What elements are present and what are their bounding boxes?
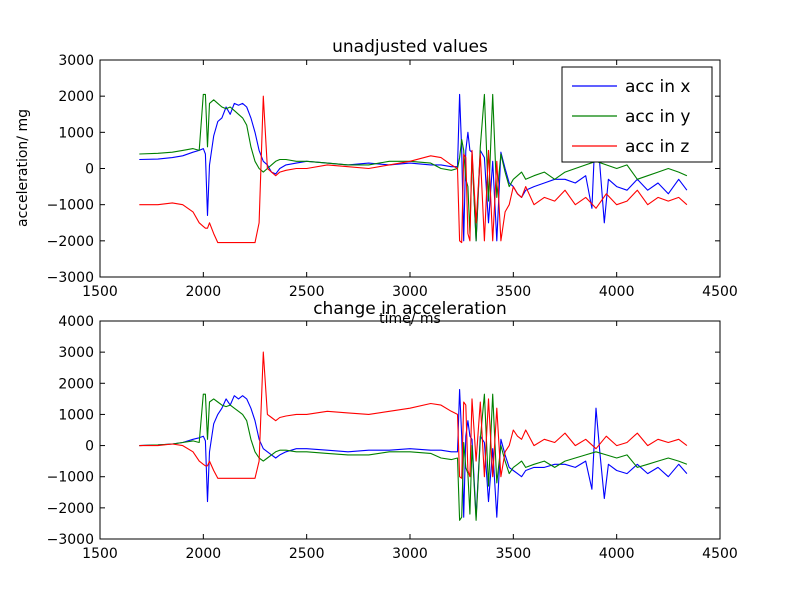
top-chart-y-tick-label: −3000 <box>47 270 94 286</box>
legend-label-x: acc in x <box>625 77 690 97</box>
bottom-chart-x-tick-label: 4000 <box>599 546 635 562</box>
top-chart-y-tick-label: 3000 <box>58 53 94 69</box>
top-chart-y-tick-label: 0 <box>85 162 94 178</box>
top-chart-y-tick-label: −1000 <box>47 198 94 214</box>
top-chart-x-tick-label: 1500 <box>82 284 118 300</box>
bottom-chart-y-tick-label: 1000 <box>58 407 94 423</box>
bottom-chart-series-acc-z-line <box>139 351 688 479</box>
bottom-chart-y-tick-label: 0 <box>85 439 94 455</box>
top-chart-ticks: 1500 2000 2500 3000 3500 4000 4500 −3000 −2000 −1… <box>47 53 738 300</box>
bottom-chart-x-tick-label: 4500 <box>702 546 738 562</box>
top-chart-x-axis-label: time/ ms <box>379 311 441 327</box>
top-chart-x-tick-label: 2500 <box>289 284 325 300</box>
bottom-chart-y-tick-label: −2000 <box>47 501 94 517</box>
top-chart-series-acc-z-line <box>139 95 688 244</box>
bottom-chart-title: change in acceleration <box>313 299 507 319</box>
bottom-chart: 1500 2000 2500 3000 3500 4000 4500 −3000 −2000 −1… <box>47 299 738 562</box>
top-chart-x-tick-label: 4000 <box>599 284 635 300</box>
legend-label-y: acc in y <box>625 107 690 127</box>
top-chart-x-tick-label: 3000 <box>392 284 428 300</box>
top-chart-y-axis-label: acceleration/ mg <box>15 109 31 227</box>
top-chart-series-acc-y-line <box>139 93 688 242</box>
top-chart-series <box>139 93 688 244</box>
top-chart-x-tick-label: 3500 <box>496 284 532 300</box>
bottom-chart-y-tick-label: −3000 <box>47 532 94 548</box>
bottom-chart-x-tick-label: 2500 <box>289 546 325 562</box>
bottom-chart-series-acc-y-line <box>139 393 688 521</box>
top-chart-y-tick-label: 2000 <box>58 89 94 105</box>
top-chart-x-tick-label: 2000 <box>186 284 222 300</box>
bottom-chart-x-tick-label: 1500 <box>82 546 118 562</box>
bottom-chart-x-tick-label: 3000 <box>392 546 428 562</box>
top-chart-y-tick-label: −2000 <box>47 234 94 250</box>
bottom-chart-series <box>139 351 688 521</box>
bottom-chart-series-acc-x-line <box>139 388 688 518</box>
bottom-chart-y-tick-label: 3000 <box>58 345 94 361</box>
top-chart-title: unadjusted values <box>332 37 488 57</box>
top-chart-y-tick-label: 1000 <box>58 125 94 141</box>
top-chart-legend: acc in x acc in y acc in z <box>561 66 713 163</box>
bottom-chart-y-tick-label: 2000 <box>58 376 94 392</box>
bottom-chart-y-tick-label: 4000 <box>58 314 94 330</box>
top-chart-x-tick-label: 4500 <box>702 284 738 300</box>
bottom-chart-x-tick-label: 3500 <box>496 546 532 562</box>
bottom-chart-y-tick-label: −1000 <box>47 470 94 486</box>
legend-label-z: acc in z <box>625 137 689 157</box>
bottom-chart-x-tick-label: 2000 <box>186 546 222 562</box>
bottom-chart-ticks: 1500 2000 2500 3000 3500 4000 4500 −3000 −2000 −1… <box>47 314 738 562</box>
